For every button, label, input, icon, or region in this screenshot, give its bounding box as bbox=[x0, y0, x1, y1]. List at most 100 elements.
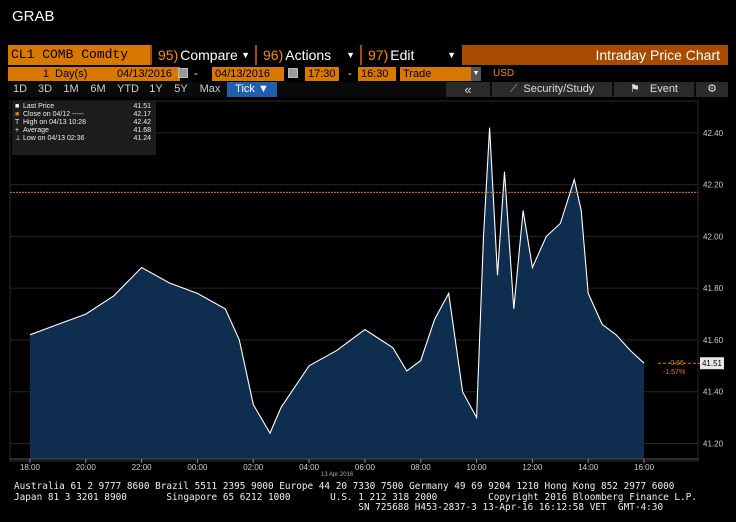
range-3d-button[interactable]: 3D bbox=[37, 83, 53, 95]
period-unit-select[interactable]: Day(s) bbox=[52, 67, 114, 81]
range-ytd-button[interactable]: YTD bbox=[117, 83, 139, 95]
actions-button[interactable]: 96) Actions ▼ bbox=[255, 45, 361, 65]
currency-label: USD bbox=[493, 68, 515, 79]
footer-line: Japan 81 3 3201 8900 Singapore 65 6212 1… bbox=[14, 491, 697, 503]
event-type-select[interactable]: Trade bbox=[400, 67, 474, 81]
legend-label: Average bbox=[23, 127, 49, 134]
legend-value: 41.68 bbox=[133, 127, 151, 134]
gear-icon[interactable]: ⚙ bbox=[696, 82, 728, 97]
x-tick-label: 22:00 bbox=[132, 463, 153, 472]
security-study-button[interactable]: ⟋ Security/Study bbox=[492, 82, 612, 97]
range-1d-button[interactable]: 1D bbox=[12, 83, 28, 95]
chevron-down-icon: ▼ bbox=[241, 50, 250, 60]
collapse-button[interactable]: « bbox=[446, 82, 490, 97]
line-chart-icon: ⟋ bbox=[509, 83, 518, 95]
y-tick-label: 42.20 bbox=[703, 181, 724, 190]
x-tick-label: 14:00 bbox=[578, 463, 599, 472]
time-separator: - bbox=[348, 68, 352, 80]
x-tick-label: 20:00 bbox=[76, 463, 97, 472]
x-tick-label: 10:00 bbox=[467, 463, 488, 472]
legend-marker-icon: + bbox=[15, 127, 20, 134]
window-title: GRAB bbox=[12, 8, 55, 25]
edit-num: 97) bbox=[368, 47, 389, 63]
parameter-row: 1 Day(s) 04/13/2016 - 04/13/2016 17:30 -… bbox=[8, 66, 728, 82]
range-max-button[interactable]: Max bbox=[199, 83, 221, 95]
legend-label: Low on 04/13 02:36 bbox=[23, 135, 85, 142]
chart-toolbar: 1D 3D 1M 6M YTD 1Y 5Y Max Tick ▼ « ⟋ Secu… bbox=[8, 82, 728, 97]
legend-marker-icon: T bbox=[15, 119, 20, 126]
legend-label: Close on 04/12 ----- bbox=[23, 111, 84, 118]
edit-label: Edit bbox=[390, 47, 415, 63]
tick-label: Tick bbox=[235, 83, 255, 95]
tick-select[interactable]: Tick ▼ bbox=[227, 82, 277, 97]
legend-item: T High on 04/13 10:28 42.42 bbox=[15, 119, 153, 127]
end-date-input[interactable]: 04/13/2016 bbox=[212, 67, 284, 81]
period-count-input[interactable]: 1 bbox=[8, 67, 52, 81]
actions-num: 96) bbox=[263, 47, 284, 63]
y-tick-label: 42.00 bbox=[703, 232, 724, 241]
flag-icon: ⚑ bbox=[629, 83, 640, 95]
y-tick-label: 41.40 bbox=[703, 388, 724, 397]
legend-item: + Average 41.68 bbox=[15, 127, 153, 135]
x-date-label: 13 Apr 2016 bbox=[321, 472, 354, 477]
legend-marker-icon: ■ bbox=[15, 111, 20, 118]
compare-num: 95) bbox=[158, 47, 179, 63]
footer-line: SN 725688 H453-2837-3 13-Apr-16 16:12:58… bbox=[14, 502, 664, 513]
x-tick-label: 00:00 bbox=[187, 463, 208, 472]
chevron-down-icon[interactable]: ▼ bbox=[471, 67, 481, 81]
date-separator: - bbox=[194, 68, 198, 80]
price-tags: 41.51 -0.66 -1.57% bbox=[658, 357, 724, 376]
x-tick-label: 16:00 bbox=[634, 463, 655, 472]
y-tick-label: 41.60 bbox=[703, 336, 724, 345]
page-title: Intraday Price Chart bbox=[595, 47, 721, 63]
chevron-down-icon: ▼ bbox=[447, 50, 456, 60]
legend-item: ■ Last Price 41.51 bbox=[15, 103, 153, 111]
legend-marker-icon: ■ bbox=[15, 103, 20, 110]
legend-value: 42.42 bbox=[133, 119, 151, 126]
footer-line: Australia 61 2 9777 8600 Brazil 5511 239… bbox=[14, 481, 675, 492]
chart-legend: ■ Last Price 41.51 ■ Close on 04/12 ----- 42… bbox=[12, 101, 156, 155]
change-percent: -1.57% bbox=[663, 369, 685, 376]
chevron-down-icon: ▼ bbox=[257, 83, 269, 95]
price-line bbox=[29, 127, 645, 435]
legend-item: ⊥ Low on 04/13 02:36 41.24 bbox=[15, 135, 153, 143]
y-tick-label: 41.80 bbox=[703, 284, 724, 293]
y-axis: 42.40 42.20 42.00 41.80 41.60 41.40 41.20 bbox=[703, 129, 724, 449]
legend-marker-icon: ⊥ bbox=[15, 135, 22, 142]
x-tick-label: 04:00 bbox=[299, 463, 320, 472]
y-tick-label: 41.20 bbox=[703, 439, 724, 448]
range-1m-button[interactable]: 1M bbox=[63, 83, 79, 95]
x-tick-label: 18:00 bbox=[20, 463, 41, 472]
legend-item: ■ Close on 04/12 ----- 42.17 bbox=[15, 111, 153, 119]
x-tick-label: 06:00 bbox=[355, 463, 376, 472]
change-value: -0.66 bbox=[668, 360, 684, 367]
x-tick-label: 12:00 bbox=[522, 463, 543, 472]
legend-value: 41.51 bbox=[133, 103, 151, 110]
end-time-input[interactable]: 16:30 bbox=[358, 67, 396, 81]
start-date-input[interactable]: 04/13/2016 bbox=[114, 67, 180, 81]
range-6m-button[interactable]: 6M bbox=[90, 83, 106, 95]
y-tick-label: 42.40 bbox=[703, 129, 724, 138]
range-1y-button[interactable]: 1Y bbox=[149, 83, 163, 95]
calendar-icon[interactable] bbox=[178, 68, 188, 78]
command-bar: CL1 COMB Comdty 95) Compare ▼ 96) Actions … bbox=[8, 45, 728, 65]
price-chart[interactable]: 42.40 42.20 42.00 41.80 41.60 41.40 41.20 18:0… bbox=[8, 99, 728, 477]
legend-label: Last Price bbox=[23, 103, 55, 110]
x-axis: 18:00 20:00 22:00 00:00 02:00 04:00 06:00 08:00… bbox=[10, 458, 698, 477]
range-5y-button[interactable]: 5Y bbox=[174, 83, 188, 95]
compare-button[interactable]: 95) Compare ▼ bbox=[150, 45, 256, 65]
event-button[interactable]: ⚑ Event bbox=[614, 82, 694, 97]
calendar-icon[interactable] bbox=[288, 68, 298, 78]
x-tick-label: 02:00 bbox=[243, 463, 264, 472]
chevron-down-icon: ▼ bbox=[346, 50, 355, 60]
ticker-field[interactable]: CL1 COMB Comdty bbox=[8, 45, 151, 65]
event-label: Event bbox=[649, 83, 678, 95]
edit-button[interactable]: 97) Edit ▼ bbox=[360, 45, 462, 65]
price-area bbox=[30, 127, 644, 459]
compare-label: Compare bbox=[180, 47, 238, 63]
footer-contacts: Australia 61 2 9777 8600 Brazil 5511 239… bbox=[14, 481, 728, 514]
start-time-input[interactable]: 17:30 bbox=[305, 67, 339, 81]
security-study-label: Security/Study bbox=[523, 83, 595, 95]
legend-value: 42.17 bbox=[133, 111, 151, 118]
actions-label: Actions bbox=[285, 47, 332, 63]
